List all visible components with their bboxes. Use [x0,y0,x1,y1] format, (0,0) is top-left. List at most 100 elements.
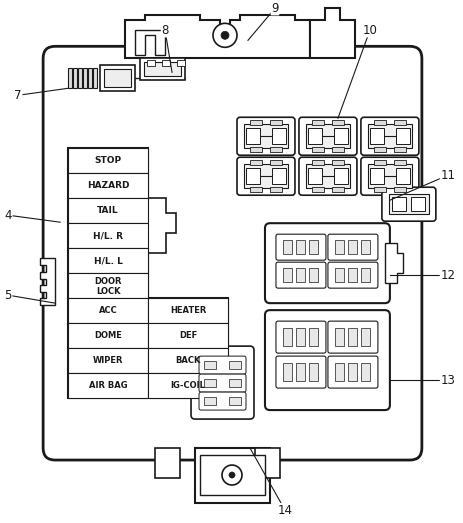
FancyBboxPatch shape [275,262,325,288]
FancyBboxPatch shape [199,374,245,392]
Text: AIR BAG: AIR BAG [88,381,127,390]
Bar [68,298,148,323]
Bar [331,160,343,165]
Bar [347,240,356,254]
Bar [347,328,356,346]
Bar [360,363,369,381]
Text: DOME: DOME [94,331,122,340]
Bar [311,160,323,165]
Bar [360,240,369,254]
Bar [68,273,148,298]
Bar [347,268,356,282]
Text: DOOR: DOOR [94,277,122,286]
Bar [311,120,323,126]
Bar [295,363,304,381]
FancyBboxPatch shape [360,117,418,155]
FancyBboxPatch shape [360,157,418,195]
Bar [305,164,349,188]
Bar [395,168,409,184]
Bar [388,194,428,214]
Bar [360,268,369,282]
Text: BACK: BACK [175,356,200,365]
Bar [245,168,259,184]
Bar [148,298,227,323]
FancyBboxPatch shape [199,356,245,374]
Bar [331,187,343,192]
Bar [93,69,97,88]
Bar [308,328,317,346]
Circle shape [229,472,234,478]
Bar [148,348,227,373]
Bar [68,148,148,173]
Bar [282,363,291,381]
Bar [204,397,216,405]
Bar [229,361,240,369]
Bar [369,128,383,144]
Polygon shape [148,198,175,253]
Bar [162,60,169,66]
Bar [68,323,148,348]
Bar [334,240,343,254]
Polygon shape [125,15,309,58]
Text: 8: 8 [161,24,169,37]
Bar [204,361,216,369]
Polygon shape [309,8,354,58]
FancyBboxPatch shape [327,321,377,353]
FancyBboxPatch shape [327,262,377,288]
Bar [334,363,343,381]
Polygon shape [135,30,165,55]
Text: H/L. L: H/L. L [94,256,122,265]
Bar [282,328,291,346]
Bar [68,223,148,248]
Bar [68,298,227,398]
Bar [395,128,409,144]
Text: STOP: STOP [94,156,121,165]
Bar [308,268,317,282]
Bar [305,124,349,148]
Bar [311,187,323,192]
Bar [194,448,269,503]
Bar [373,187,385,192]
Bar [307,168,321,184]
FancyBboxPatch shape [275,234,325,260]
Circle shape [220,31,229,39]
Bar [68,148,148,298]
Bar [155,448,180,478]
Text: 12: 12 [439,269,454,282]
Bar [360,328,369,346]
Bar [147,60,155,66]
Circle shape [221,465,242,485]
Bar [269,187,282,192]
Bar [78,69,82,88]
FancyBboxPatch shape [264,223,389,303]
Text: WIPER: WIPER [93,356,123,365]
FancyBboxPatch shape [275,321,325,353]
FancyBboxPatch shape [191,346,253,419]
Bar [410,197,424,211]
Bar [369,168,383,184]
Bar [68,198,148,223]
FancyBboxPatch shape [327,356,377,388]
Bar [393,187,405,192]
Bar [373,160,385,165]
Bar [144,62,181,76]
Bar [177,60,185,66]
Bar [393,160,405,165]
Text: HEATER: HEATER [169,306,206,315]
Bar [295,240,304,254]
Text: 13: 13 [439,373,454,386]
Bar [244,124,288,148]
Polygon shape [384,243,402,283]
Bar [245,128,259,144]
FancyBboxPatch shape [237,117,294,155]
Bar [393,147,405,152]
Text: 11: 11 [439,169,454,181]
Bar [140,58,185,81]
Bar [68,248,148,273]
Bar [295,328,304,346]
Text: TAIL: TAIL [97,206,119,215]
Bar [334,328,343,346]
Bar [250,120,262,126]
Bar [104,69,131,87]
Bar [333,168,347,184]
